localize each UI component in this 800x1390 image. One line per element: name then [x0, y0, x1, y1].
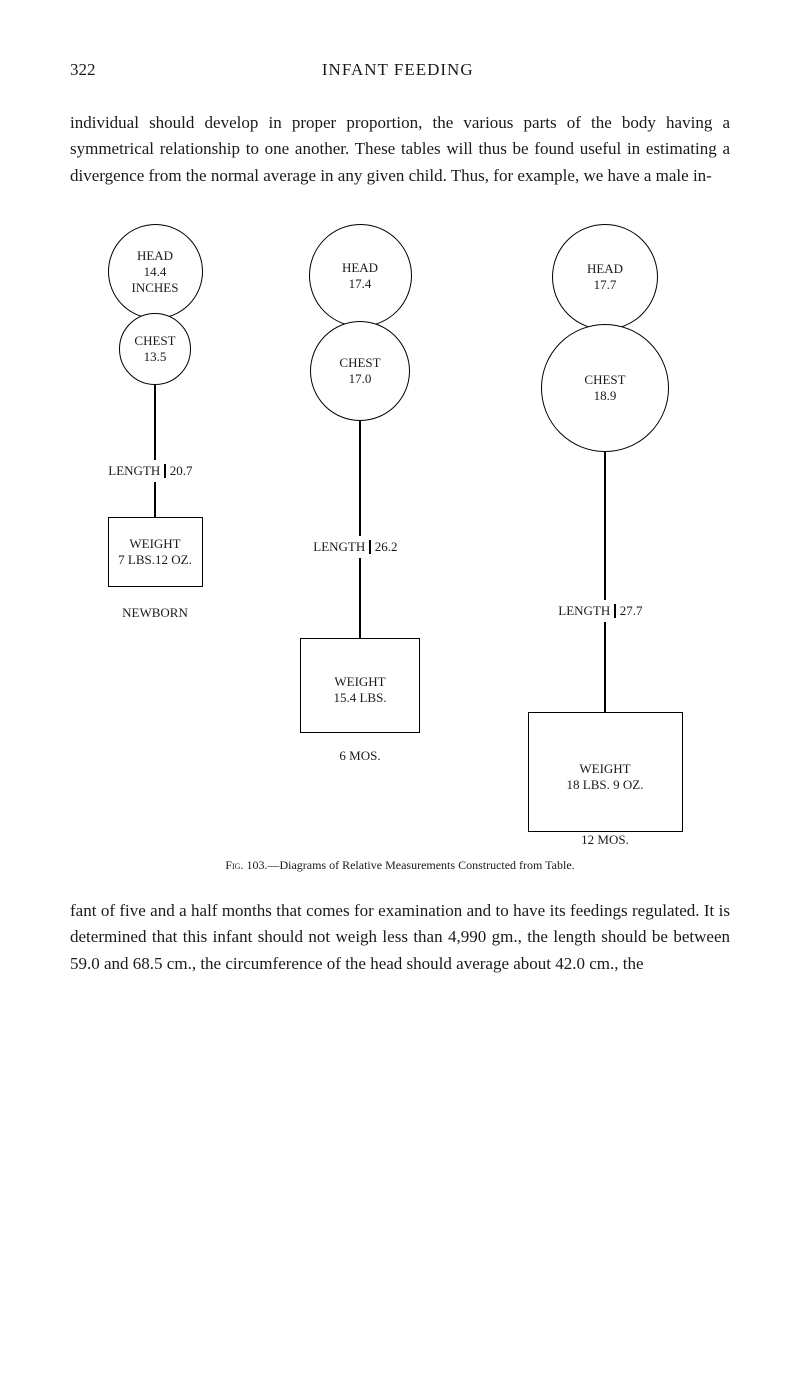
head-circle: HEAD 14.4 INCHES	[108, 224, 203, 319]
weight-box: WEIGHT 18 LBS. 9 OZ.	[528, 712, 683, 832]
chest-value: 17.0	[349, 371, 372, 387]
weight-label: WEIGHT	[129, 536, 180, 552]
weight-value: 18 LBS. 9 OZ.	[567, 777, 644, 793]
chest-value: 13.5	[144, 349, 167, 365]
head-circle: HEAD 17.4	[309, 224, 412, 327]
page-header: 322 INFANT FEEDING	[70, 60, 730, 80]
length-text: LENGTH	[310, 539, 365, 555]
stem-line-lower	[604, 622, 606, 712]
head-value: 17.4	[349, 276, 372, 292]
weight-value: 7 LBS.12 OZ.	[118, 552, 192, 568]
length-value: 27.7	[620, 603, 655, 619]
page-number: 322	[70, 60, 96, 80]
weight-label: WEIGHT	[579, 761, 630, 777]
length-text: LENGTH	[105, 463, 160, 479]
figure-caption: Fig. 103.—Diagrams of Relative Measureme…	[70, 858, 730, 873]
length-divider	[164, 464, 166, 478]
diagram-twelve-months: HEAD 17.7 CHEST 18.9 LENGTH 27.7 WEIGHT …	[490, 224, 720, 848]
paragraph-top: individual should develop in proper prop…	[70, 110, 730, 189]
stem-line-lower	[154, 482, 156, 517]
chapter-title: INFANT FEEDING	[322, 60, 474, 80]
length-text: LENGTH	[555, 603, 610, 619]
weight-label: WEIGHT	[334, 674, 385, 690]
head-label: HEAD	[342, 260, 378, 276]
chest-circle: CHEST 13.5	[119, 313, 191, 385]
chest-label: CHEST	[339, 355, 380, 371]
diagram-six-months: HEAD 17.4 CHEST 17.0 LENGTH 26.2 WEIGHT …	[270, 224, 450, 764]
length-divider	[614, 604, 616, 618]
stem-line	[154, 385, 156, 460]
head-unit: INCHES	[132, 280, 179, 296]
stem-line-lower	[359, 558, 361, 638]
stem-line	[604, 452, 606, 600]
length-value: 26.2	[375, 539, 410, 555]
chest-circle: CHEST 18.9	[541, 324, 669, 452]
figure-caption-text: —Diagrams of Relative Measurements Const…	[267, 858, 574, 872]
diagrams-container: HEAD 14.4 INCHES CHEST 13.5 LENGTH 20.7 …	[70, 224, 730, 848]
length-label: LENGTH 20.7	[105, 463, 205, 479]
diagram-newborn: HEAD 14.4 INCHES CHEST 13.5 LENGTH 20.7 …	[80, 224, 230, 621]
stem-line	[359, 421, 361, 536]
head-circle: HEAD 17.7	[552, 224, 658, 330]
length-label: LENGTH 26.2	[310, 539, 410, 555]
head-label: HEAD	[137, 248, 173, 264]
head-label: HEAD	[587, 261, 623, 277]
weight-box: WEIGHT 7 LBS.12 OZ.	[108, 517, 203, 587]
chest-label: CHEST	[584, 372, 625, 388]
age-label: NEWBORN	[122, 605, 188, 621]
chest-circle: CHEST 17.0	[310, 321, 410, 421]
weight-value: 15.4 LBS.	[333, 690, 386, 706]
paragraph-bottom: fant of five and a half months that come…	[70, 898, 730, 977]
chest-label: CHEST	[134, 333, 175, 349]
length-divider	[369, 540, 371, 554]
chest-value: 18.9	[594, 388, 617, 404]
age-label: 12 MOS.	[581, 832, 629, 848]
figure-number: Fig. 103.	[225, 858, 267, 872]
age-label: 6 MOS.	[339, 748, 380, 764]
weight-box: WEIGHT 15.4 LBS.	[300, 638, 420, 733]
head-value: 14.4	[144, 264, 167, 280]
length-label: LENGTH 27.7	[555, 603, 655, 619]
head-value: 17.7	[594, 277, 617, 293]
length-value: 20.7	[170, 463, 205, 479]
